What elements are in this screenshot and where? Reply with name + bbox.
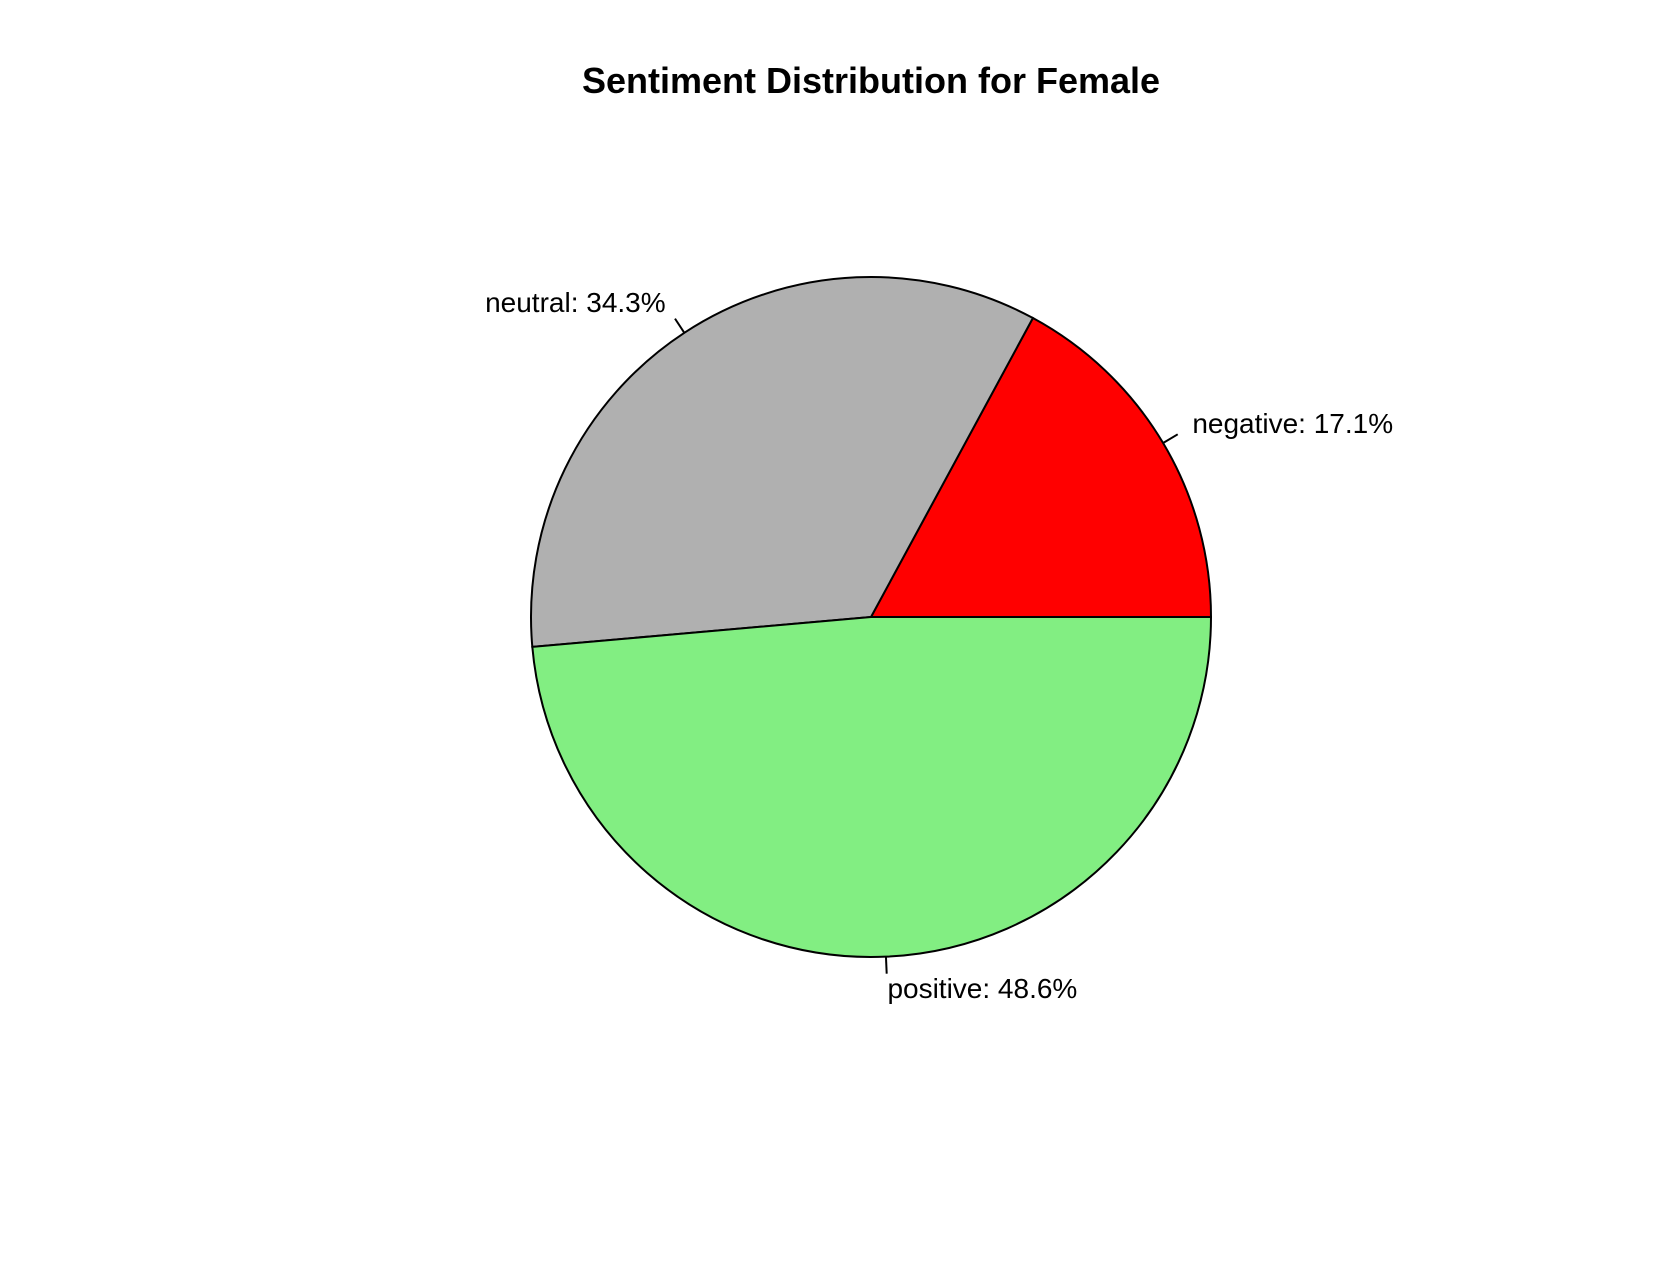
pie-slice-neutral (530, 276, 1035, 648)
chart-title: Sentiment Distribution for Female (582, 60, 1160, 101)
pie-slices (530, 276, 1213, 958)
pie-slice-negative (869, 316, 1213, 618)
leader-line-negative (1162, 433, 1179, 444)
slice-label-positive: positive: 48.6% (887, 973, 1077, 1004)
pie-leader-lines (674, 318, 1179, 974)
pie-labels: negative: 17.1% neutral: 34.3% positive: 4… (485, 287, 1393, 1004)
pie-slice-positive (531, 616, 1213, 958)
slice-label-neutral: neutral: 34.3% (485, 287, 666, 318)
leader-line-neutral (674, 318, 686, 334)
leader-line-positive (884, 956, 888, 974)
slice-label-negative: negative: 17.1% (1192, 408, 1393, 439)
